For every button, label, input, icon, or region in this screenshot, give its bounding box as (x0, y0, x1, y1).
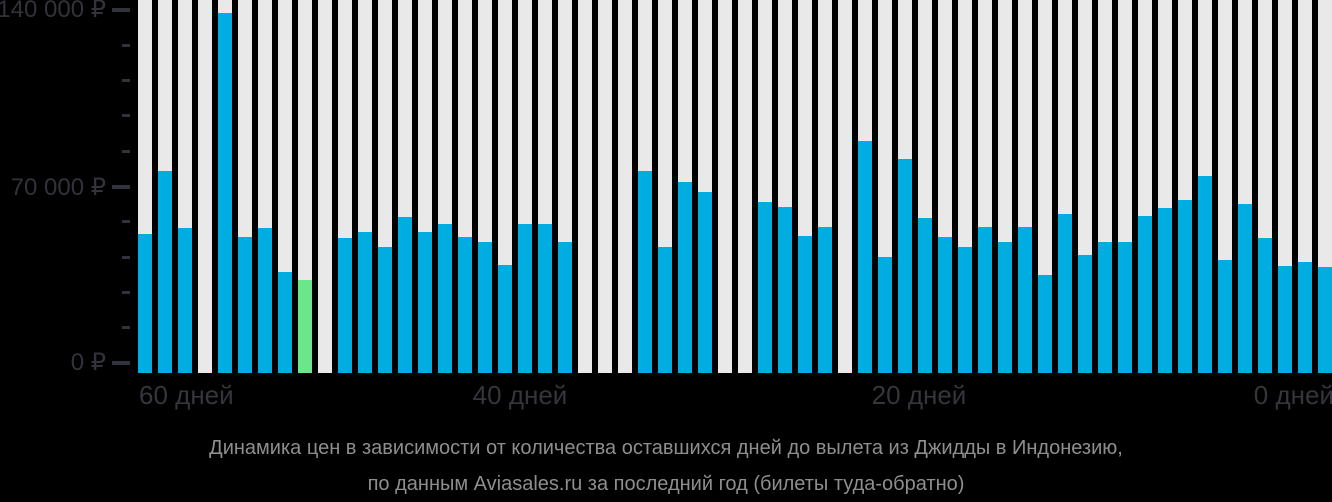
bar-track (718, 0, 732, 373)
price-bar (498, 264, 512, 373)
y-axis-major-tick (112, 8, 130, 12)
price-bar (1058, 214, 1072, 373)
plot-area (138, 0, 1332, 373)
bar-track (738, 0, 752, 373)
price-bar (218, 12, 232, 373)
y-axis-label-140000: 140 000 ₽ (0, 0, 106, 23)
bar-track (298, 0, 312, 373)
price-bar-highlight (298, 279, 312, 373)
price-bar (378, 247, 392, 373)
y-axis-minor-tick (122, 114, 130, 118)
price-bar (958, 247, 972, 373)
price-bar (698, 191, 712, 373)
price-bar (798, 235, 812, 373)
bar-track (318, 0, 332, 373)
price-bar (898, 158, 912, 373)
y-axis-minor-tick (122, 326, 130, 330)
price-bar (1018, 226, 1032, 373)
price-bar (518, 224, 532, 373)
price-bar (938, 236, 952, 373)
price-bar (558, 242, 572, 373)
price-bar (1258, 238, 1272, 373)
price-bar (1098, 242, 1112, 373)
x-axis-label-40-days: 40 дней (472, 380, 568, 410)
price-bar (638, 171, 652, 373)
bar-track (198, 0, 212, 373)
price-bar (1238, 204, 1252, 373)
price-bar (1298, 262, 1312, 373)
y-axis-minor-tick (122, 255, 130, 259)
price-bar (1318, 267, 1332, 373)
price-bar (978, 226, 992, 373)
price-bar (258, 228, 272, 373)
price-bar (438, 224, 452, 373)
price-bar (138, 234, 152, 373)
price-bar (418, 231, 432, 373)
price-bar (178, 228, 192, 373)
y-axis-minor-tick (122, 43, 130, 47)
price-bar (1038, 274, 1052, 373)
price-bar (918, 218, 932, 373)
x-axis-label-0-days: 0 дней (1253, 380, 1332, 410)
price-bar (1198, 176, 1212, 373)
price-bar (818, 226, 832, 373)
price-bar (1078, 254, 1092, 373)
y-axis-major-tick (112, 184, 130, 189)
price-bar (678, 181, 692, 373)
price-bar (658, 247, 672, 373)
y-axis-minor-tick (122, 79, 130, 83)
bar-track (598, 0, 612, 373)
y-axis-minor-tick (122, 149, 130, 153)
price-bar (1118, 242, 1132, 373)
price-bar (1158, 207, 1172, 373)
price-bar (998, 242, 1012, 373)
price-bar (778, 206, 792, 373)
price-bar (758, 201, 772, 373)
chart-caption-line1: Динамика цен в зависимости от количества… (209, 437, 1123, 459)
price-bar (538, 224, 552, 373)
y-axis-major-tick (112, 361, 130, 365)
y-axis-minor-tick (122, 290, 130, 294)
price-bar (278, 272, 292, 373)
chart-caption-line2: по данным Aviasales.ru за последний год … (367, 473, 965, 495)
price-bar (398, 216, 412, 373)
price-bar (338, 238, 352, 373)
price-bar (1218, 259, 1232, 373)
bar-track (578, 0, 592, 373)
price-bar (158, 171, 172, 373)
price-bar (478, 242, 492, 373)
y-axis-label-70000: 70 000 ₽ (10, 174, 106, 201)
x-axis-label-20-days: 20 дней (871, 380, 967, 410)
price-bar (1138, 215, 1152, 373)
price-bar (458, 236, 472, 373)
price-bar (878, 257, 892, 373)
bar-track (618, 0, 632, 373)
price-bar (238, 236, 252, 373)
price-bar (1178, 200, 1192, 373)
price-bar (858, 141, 872, 373)
price-bar (1278, 265, 1292, 373)
price-bar (358, 231, 372, 373)
bar-track (838, 0, 852, 373)
y-axis-label-0: 0 ₽ (70, 349, 106, 376)
x-axis-label-60-days: 60 дней (139, 380, 234, 410)
y-axis-minor-tick (122, 220, 130, 224)
